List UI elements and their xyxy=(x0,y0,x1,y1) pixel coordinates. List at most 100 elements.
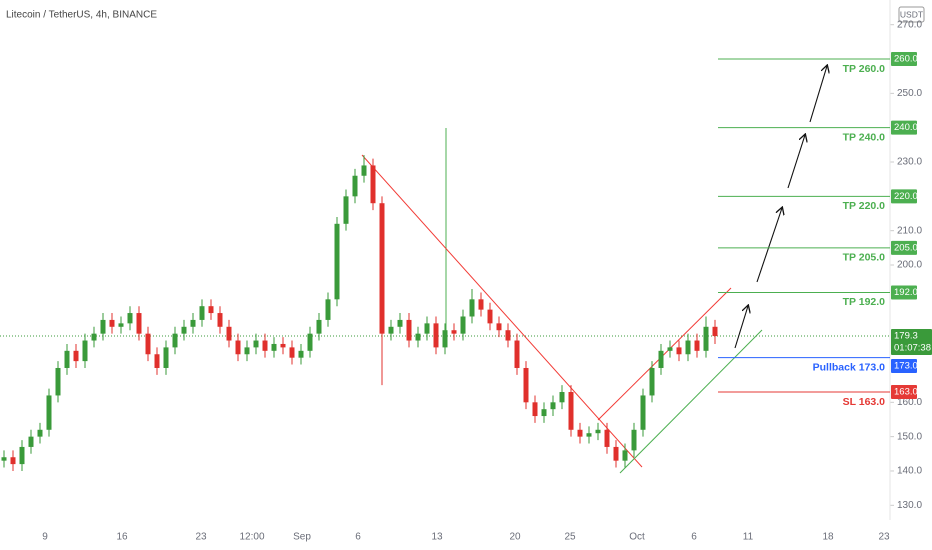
level-box-label: 173.0 xyxy=(894,361,918,372)
x-tick-label: 6 xyxy=(355,532,361,543)
x-tick-label: 11 xyxy=(743,532,754,543)
level-box-label: 205.0 xyxy=(894,242,918,253)
level-box xyxy=(891,385,917,400)
candle-body xyxy=(154,354,160,368)
candle-body xyxy=(586,433,592,437)
candle-body xyxy=(271,343,277,351)
candle-body xyxy=(127,313,133,324)
candle-body xyxy=(37,429,43,437)
candle-body xyxy=(163,347,169,368)
candle-body xyxy=(316,319,322,334)
level-label: TP 240.0 xyxy=(843,131,886,143)
candle-body xyxy=(568,392,574,430)
level-box-label: 220.0 xyxy=(894,191,918,202)
candle-body xyxy=(244,347,250,355)
candle-body xyxy=(712,326,718,337)
candle-body xyxy=(217,313,223,327)
candle-body xyxy=(451,330,457,334)
candle-body xyxy=(613,446,619,461)
candle-body xyxy=(361,165,367,176)
candle-body xyxy=(694,340,700,351)
x-tick-label: Oct xyxy=(629,532,645,543)
level-label: TP 260.0 xyxy=(843,63,886,75)
candle-body xyxy=(55,367,61,396)
level-label: TP 220.0 xyxy=(843,200,886,212)
candle-body xyxy=(19,446,25,465)
candle-body xyxy=(145,333,151,355)
annotations xyxy=(734,66,827,349)
candle-body xyxy=(550,402,556,410)
y-tick-label: 160.0 xyxy=(897,397,922,408)
current-price-label: 179.3 xyxy=(894,331,918,342)
trend-line xyxy=(597,287,732,421)
arrow xyxy=(734,306,748,349)
level-box-label: 240.0 xyxy=(894,122,918,133)
candle-body xyxy=(280,343,286,348)
candle-body xyxy=(424,323,430,334)
candle-body xyxy=(235,340,241,355)
x-tick-label: 23 xyxy=(195,532,207,543)
candle-body xyxy=(577,429,583,437)
candle-body xyxy=(46,395,52,430)
level-label: SL 163.0 xyxy=(843,396,886,408)
candle-body xyxy=(460,316,466,334)
level-box xyxy=(891,52,917,67)
candle-body xyxy=(28,436,34,447)
arrow xyxy=(756,208,782,283)
candle-body xyxy=(388,326,394,334)
candle-body xyxy=(343,196,349,224)
candle-body xyxy=(397,319,403,327)
level-box-label: 192.0 xyxy=(894,287,918,298)
candle-body xyxy=(496,323,502,331)
y-tick-label: 230.0 xyxy=(897,157,922,168)
y-tick-label: 140.0 xyxy=(897,466,922,477)
currency-box xyxy=(898,6,925,23)
x-tick-label: 6 xyxy=(691,532,697,543)
candle-body xyxy=(469,299,475,317)
candle-body xyxy=(658,350,664,368)
candle-body xyxy=(379,203,385,334)
candle-body xyxy=(262,340,268,351)
x-tick-label: Sep xyxy=(293,532,311,543)
chart-title: Litecoin / TetherUS, 4h, BINANCE xyxy=(6,10,157,21)
candle-body xyxy=(559,392,565,403)
candle-body xyxy=(541,409,547,417)
x-tick-label: 25 xyxy=(564,532,576,543)
candle-body xyxy=(703,326,709,351)
y-tick-label: 270.0 xyxy=(897,19,922,30)
candle-body xyxy=(415,333,421,341)
candle-body xyxy=(334,223,340,300)
x-tick-label: 13 xyxy=(431,532,443,543)
candle-body xyxy=(253,340,259,348)
level-box xyxy=(891,359,917,374)
x-tick-label: 12:00 xyxy=(239,532,264,543)
level-box xyxy=(891,285,917,300)
x-tick-label: 16 xyxy=(116,532,128,543)
candle-body xyxy=(181,326,187,334)
y-tick-label: 130.0 xyxy=(897,500,922,511)
plot-area xyxy=(0,128,890,474)
candle-body xyxy=(523,367,529,403)
countdown: 01:07:38 xyxy=(894,343,931,354)
currency: USDT xyxy=(900,9,923,19)
arrow xyxy=(809,66,827,123)
candle-body xyxy=(190,319,196,327)
candle-body xyxy=(199,306,205,320)
y-tick-label: 150.0 xyxy=(897,431,922,442)
candle-body xyxy=(532,402,538,417)
x-tick-label: 20 xyxy=(509,532,521,543)
candle-body xyxy=(640,395,646,430)
candle-body xyxy=(604,429,610,447)
candle-body xyxy=(100,319,106,334)
candle-body xyxy=(433,323,439,348)
candle-body xyxy=(622,450,628,461)
candle-body xyxy=(307,333,313,351)
candle-body xyxy=(91,333,97,341)
candle-body xyxy=(406,319,412,341)
candle-body xyxy=(595,429,601,434)
level-label: TP 192.0 xyxy=(843,296,886,308)
y-tick-label: 250.0 xyxy=(897,88,922,99)
level-box xyxy=(891,240,917,255)
current-price-box xyxy=(891,329,932,356)
candle-body xyxy=(478,299,484,310)
